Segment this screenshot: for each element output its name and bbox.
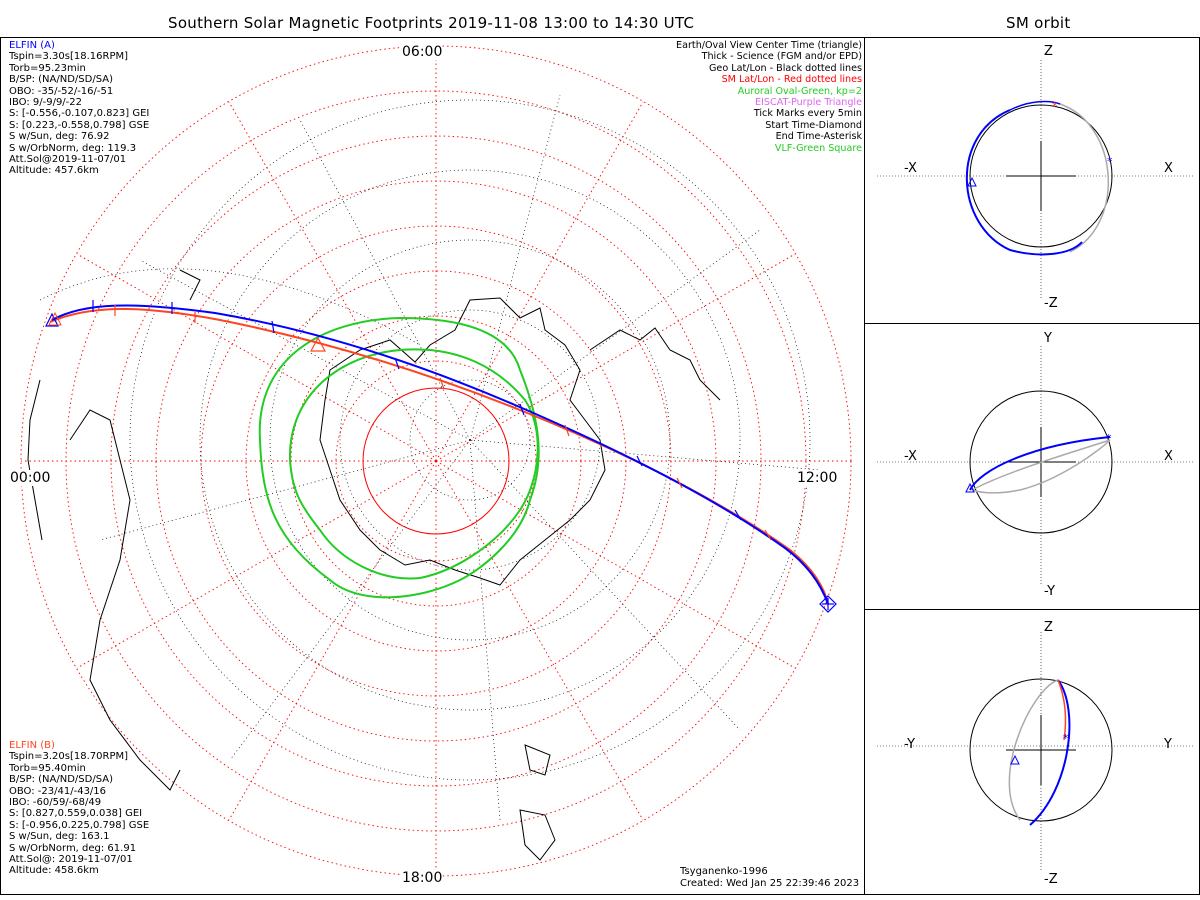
panel3-left-label: -Y [904, 737, 916, 752]
elfin-a-line: Torb=95.23min [9, 62, 86, 74]
elfin-b-ticks [114, 305, 772, 541]
elfin-b-line: IBO: -60/59/-68/49 [9, 797, 102, 809]
orbit-panel-yz: * [877, 632, 1195, 872]
legend-item: VLF-Green Square [774, 142, 862, 154]
figure-title: Southern Solar Magnetic Footprints 2019-… [168, 14, 695, 32]
elfin-a-ticks [92, 300, 809, 571]
elfin-b-line: S: [0.827,0.559,0.038] GEI [9, 808, 143, 820]
mlt-label-bottom: 18:00 [402, 870, 443, 886]
svg-text:*: * [1063, 732, 1069, 745]
legend-item: Auroral Oval-Green, kp=2 [737, 85, 862, 97]
panel2-right-label: X [1164, 449, 1173, 464]
panel2-bottom-label: -Y [1044, 584, 1056, 599]
elfin-end-asterisk [822, 598, 834, 610]
geo-grid [39, 94, 821, 821]
orbit-title: SM orbit [1006, 14, 1071, 32]
panel1-top-label: Z [1044, 44, 1053, 59]
legend-item: Tick Marks every 5min [753, 108, 862, 120]
polar-map [20, 45, 852, 877]
elfin-a-line: S w/OrbNorm, deg: 119.3 [9, 142, 137, 154]
panel2-left-label: -X [904, 449, 917, 464]
legend-item: SM Lat/Lon - Red dotted lines [721, 74, 862, 86]
legend-item: End Time-Asterisk [775, 131, 862, 143]
elfin-a-line: IBO: 9/-9/9/-22 [9, 97, 83, 109]
elfin-b-line: Altitude: 458.6km [9, 865, 99, 877]
panel1-left-label: -X [904, 161, 917, 176]
elfin-a-line: Tspin=3.30s[18.16RPM] [9, 51, 129, 63]
legend-item: Start Time-Diamond [765, 119, 862, 131]
elfin-b-name: ELFIN (B) [9, 740, 55, 751]
elfin-b-line: S w/OrbNorm, deg: 61.91 [9, 842, 137, 854]
mlt-label-left: 00:00 [10, 470, 51, 486]
elfin-b-line: Att.Sol@: 2019-11-07/01 [9, 854, 133, 866]
elfin-end-diamond [819, 595, 837, 613]
elfin-a-line: B/SP: (NA/ND/SD/SA) [9, 74, 113, 86]
svg-text:*: * [1107, 155, 1113, 168]
elfin-a-name: ELFIN (A) [9, 40, 55, 51]
elfin-b-line: Tspin=3.20s[18.70RPM] [9, 751, 129, 763]
legend-item: Geo Lat/Lon - Black dotted lines [708, 62, 862, 74]
model-label: Tsyganenko-1996 [680, 866, 768, 877]
elfin-a-line: OBO: -35/-52/-16/-51 [9, 85, 114, 97]
elfin-a-line: S: [-0.556,-0.107,0.823] GEI [9, 108, 150, 120]
legend-item: EISCAT-Purple Triangle [755, 97, 862, 109]
orbit-panel-xz: * * [877, 60, 1195, 300]
svg-text:*: * [1052, 100, 1058, 113]
elfin-b-start-triangle [48, 311, 62, 326]
orbit-panel-xy: * [877, 346, 1195, 586]
sm-lon-lines [21, 46, 851, 876]
panel3-top-label: Z [1044, 620, 1053, 635]
elfin-a-info: ELFIN (A) Tspin=3.30s[18.16RPM] Torb=95.… [9, 40, 149, 177]
elfin-a-track [51, 304, 829, 605]
legend-item: Earth/Oval View Center Time (triangle) [676, 40, 862, 51]
created-label: Created: Wed Jan 25 22:39:46 2023 [680, 878, 860, 889]
panel3-bottom-label: -Z [1044, 872, 1058, 887]
panel3-right-label: Y [1164, 737, 1172, 752]
elfin-b-line: S w/Sun, deg: 163.1 [9, 831, 110, 843]
elfin-a-line: Altitude: 457.6km [9, 165, 99, 177]
mlt-label-right: 12:00 [797, 470, 838, 486]
panel2-top-label: Y [1044, 331, 1052, 346]
legend: Earth/Oval View Center Time (triangle) T… [676, 40, 862, 154]
elfin-b-line: S: [-0.956,0.225,0.798] GSE [9, 819, 150, 831]
elfin-b-track [49, 308, 829, 605]
svg-text:*: * [1106, 432, 1112, 445]
mlt-label-top: 06:00 [402, 44, 443, 60]
elfin-a-line: Att.Sol@2019-11-07/01 [9, 154, 127, 166]
elfin-b-center-triangle [309, 336, 327, 352]
elfin-a-line: S w/Sun, deg: 76.92 [9, 131, 110, 143]
coastlines [27, 269, 721, 861]
elfin-a-line: S: [0.223,-0.558,0.798] GSE [9, 119, 150, 131]
panel1-right-label: X [1164, 161, 1173, 176]
elfin-b-line: OBO: -23/41/-43/16 [9, 785, 107, 797]
auroral-ovals [258, 316, 540, 599]
legend-item: Thick - Science (FGM and/or EPD) [701, 51, 862, 63]
elfin-a-start-triangle [45, 312, 59, 327]
elfin-b-info: ELFIN (B) Tspin=3.20s[18.70RPM] Torb=95.… [9, 740, 149, 877]
panel1-bottom-label: -Z [1044, 296, 1058, 311]
elfin-b-line: Torb=95.40min [9, 762, 86, 774]
elfin-b-line: B/SP: (NA/ND/SD/SA) [9, 774, 113, 786]
